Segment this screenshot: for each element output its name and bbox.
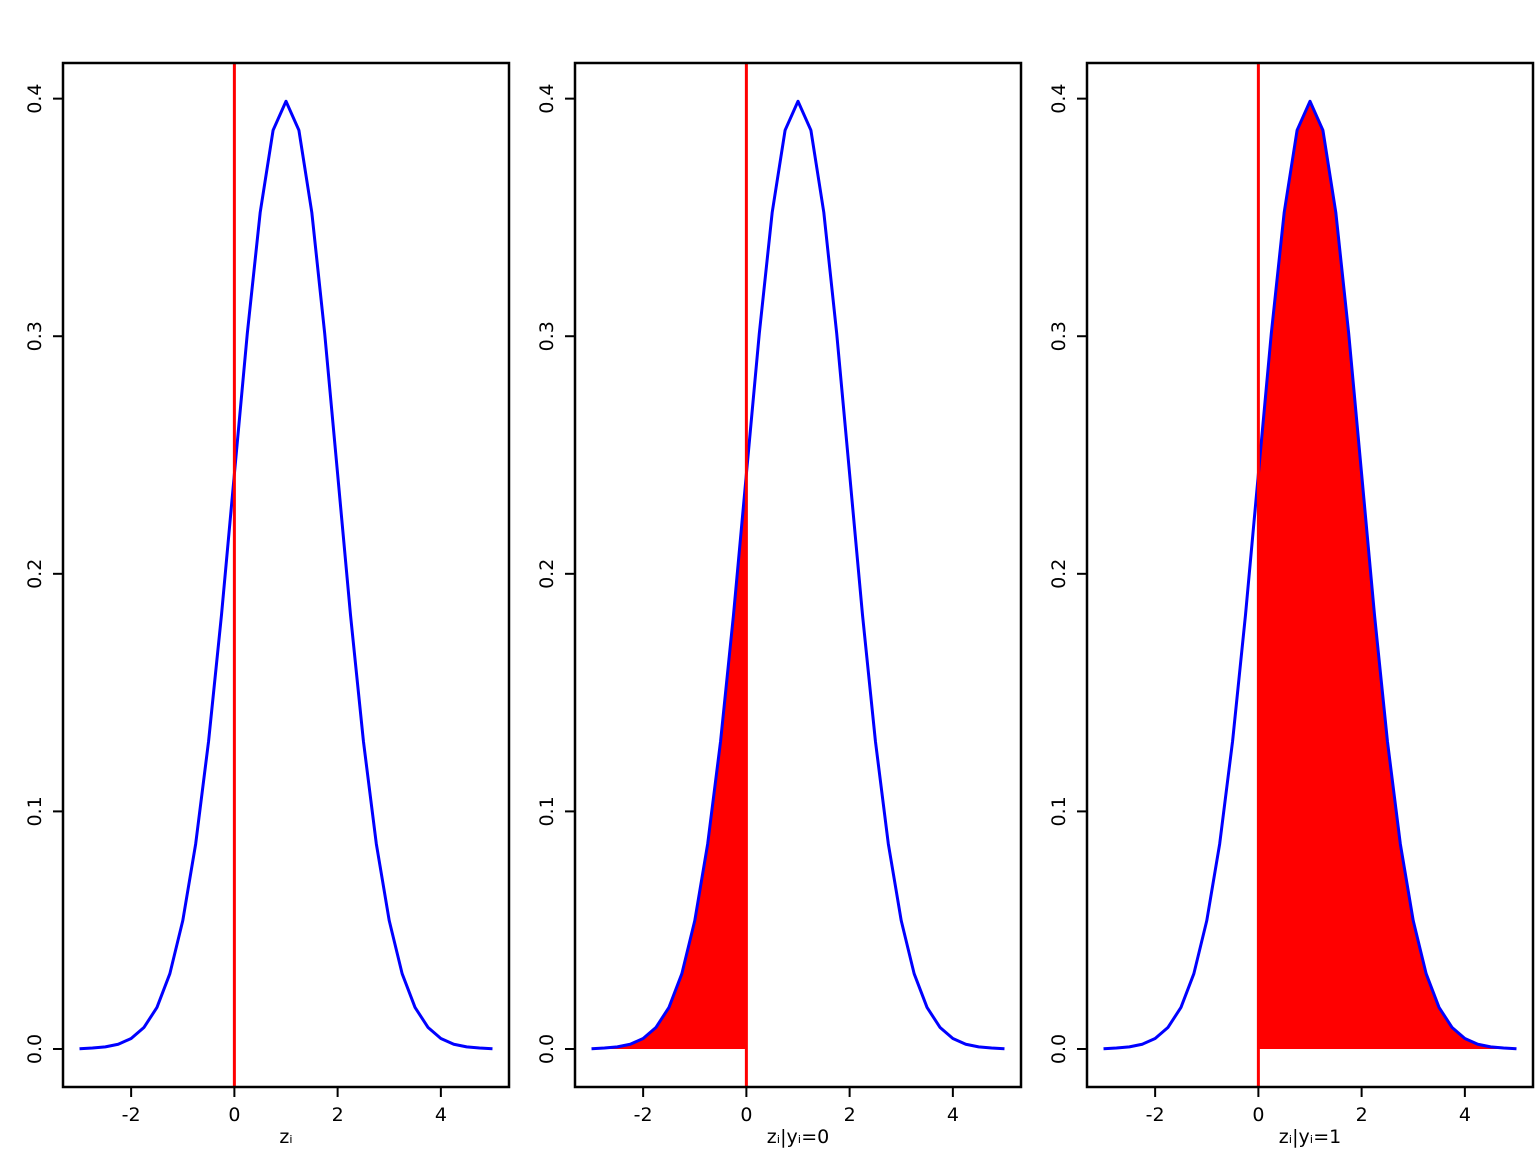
y-tick-label: 0.0 — [24, 1034, 46, 1064]
y-tick-label: 0.1 — [1048, 796, 1070, 826]
x-tick-label: 2 — [844, 1104, 856, 1126]
x-tick-label: 2 — [332, 1104, 344, 1126]
plot-frame — [61, 61, 511, 1089]
shaded-area — [591, 474, 747, 1049]
y-tick-label: 0.2 — [24, 559, 46, 589]
y-tick-label: 0.3 — [1048, 321, 1070, 351]
x-tick-label: 0 — [228, 1104, 240, 1126]
y-tick-label: 0.2 — [536, 559, 558, 589]
x-tick-label: 4 — [435, 1104, 447, 1126]
y-tick-label: 0.0 — [536, 1034, 558, 1064]
y-tick-label: 0.4 — [536, 84, 558, 114]
x-axis-label: zᵢ — [279, 1126, 292, 1148]
x-tick-label: 2 — [1356, 1104, 1368, 1126]
x-tick-label: -2 — [634, 1104, 653, 1126]
plot-frame — [573, 61, 1023, 1089]
y-tick-label: 0.3 — [536, 321, 558, 351]
x-tick-label: -2 — [122, 1104, 141, 1126]
y-tick-label: 0.4 — [24, 84, 46, 114]
shaded-area — [1258, 101, 1517, 1049]
plot-frame — [1085, 61, 1535, 1089]
x-axis-label: zᵢ|yᵢ=0 — [767, 1126, 829, 1148]
x-tick-label: 0 — [740, 1104, 752, 1126]
x-tick-label: 4 — [1459, 1104, 1471, 1126]
x-tick-label: 4 — [947, 1104, 959, 1126]
y-tick-label: 0.1 — [536, 796, 558, 826]
density-curve — [1103, 99, 1517, 1051]
density-curve — [591, 99, 1005, 1051]
y-tick-label: 0.2 — [1048, 559, 1070, 589]
x-axis-label: zᵢ|yᵢ=1 — [1279, 1126, 1341, 1148]
x-tick-label: -2 — [1146, 1104, 1165, 1126]
y-tick-label: 0.0 — [1048, 1034, 1070, 1064]
y-tick-label: 0.1 — [24, 796, 46, 826]
x-tick-label: 0 — [1252, 1104, 1264, 1126]
y-tick-label: 0.3 — [24, 321, 46, 351]
density-curve — [79, 99, 493, 1051]
y-tick-label: 0.4 — [1048, 84, 1070, 114]
